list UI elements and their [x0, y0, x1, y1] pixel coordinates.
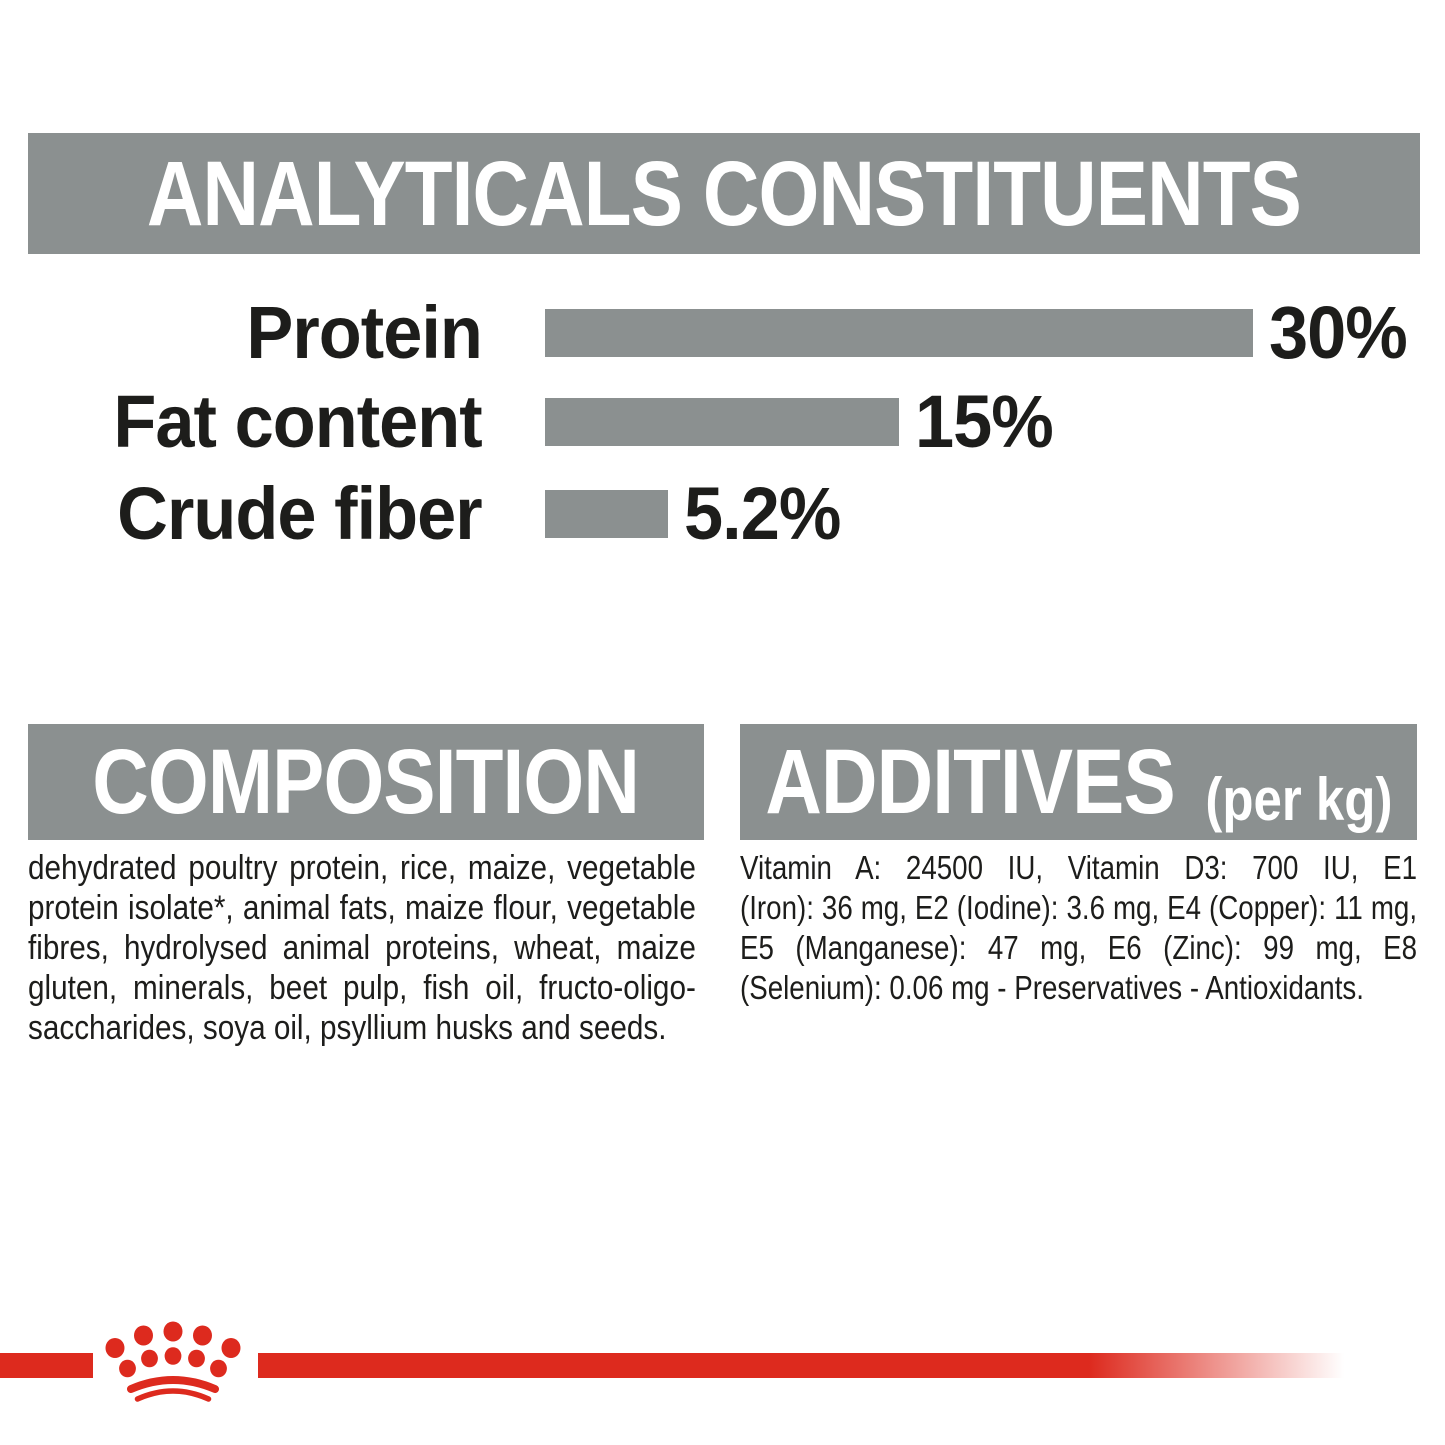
- footer-red-band-left: [0, 1353, 93, 1378]
- composition-text-line: gluten, minerals, beet pulp, fish oil, f…: [28, 969, 696, 1007]
- protein-label-text: Protein: [246, 291, 482, 374]
- additives-subtitle: (per kg): [1205, 766, 1393, 833]
- protein-label: Protein: [0, 291, 482, 374]
- composition-text-line: fibres, hydrolysed animal proteins, whea…: [28, 929, 696, 967]
- composition-text: dehydrated poultry protein, rice, maize,…: [28, 848, 696, 1048]
- protein-bar: [545, 309, 1253, 357]
- additives-text-line: (Iron): 36 mg, E2 (Iodine): 3.6 mg, E4 (…: [740, 889, 1418, 926]
- composition-text-line: dehydrated poultry protein, rice, maize,…: [28, 849, 696, 887]
- fat-content-bar: [545, 398, 899, 446]
- additives-text: Vitamin A: 24500 IU, Vitamin D3: 700 IU,…: [740, 848, 1417, 1008]
- crude-fiber-label: Crude fiber: [0, 472, 482, 555]
- chart-row-fat-content: Fat content 15%: [0, 380, 1445, 463]
- additives-text-line: E5 (Manganese): 47 mg, E6 (Zinc): 99 mg,…: [740, 929, 1418, 966]
- additives-text-line: (Selenium): 0.06 mg - Preservatives - An…: [740, 969, 1364, 1006]
- composition-text-line: protein isolate*, animal fats, maize flo…: [28, 889, 696, 927]
- composition-header-banner: COMPOSITION: [28, 724, 704, 840]
- fat-content-value-text: 15%: [915, 380, 1054, 463]
- protein-value-text: 30%: [1269, 291, 1408, 374]
- fat-content-label-text: Fat content: [113, 380, 483, 463]
- chart-row-crude-fiber: Crude fiber 5.2%: [0, 472, 1445, 555]
- additives-title-group: ADDITIVES (per kg): [764, 731, 1393, 833]
- crude-fiber-value-text: 5.2%: [683, 472, 841, 555]
- chart-row-protein: Protein 30%: [0, 291, 1445, 374]
- composition-text-line: saccharides, soya oil, psyllium husks an…: [28, 1009, 667, 1047]
- fat-content-value: 15%: [915, 380, 1060, 463]
- protein-value: 30%: [1269, 291, 1414, 374]
- analyticals-title: ANALYTICALS CONSTITUENTS: [146, 142, 1302, 245]
- crude-fiber-value: 5.2%: [683, 472, 849, 555]
- footer-red-band-fade: [258, 1353, 1445, 1378]
- crude-fiber-label-text: Crude fiber: [117, 472, 482, 555]
- fat-content-label: Fat content: [0, 380, 483, 463]
- additives-text-line: Vitamin A: 24500 IU, Vitamin D3: 700 IU,…: [740, 849, 1418, 886]
- composition-title: COMPOSITION: [92, 731, 641, 833]
- additives-header-banner: ADDITIVES (per kg): [740, 724, 1417, 840]
- royal-canin-crown-logo: [105, 1321, 241, 1402]
- analyticals-header-banner: ANALYTICALS CONSTITUENTS: [28, 133, 1420, 254]
- additives-title: ADDITIVES: [764, 731, 1175, 833]
- crude-fiber-bar: [545, 490, 668, 538]
